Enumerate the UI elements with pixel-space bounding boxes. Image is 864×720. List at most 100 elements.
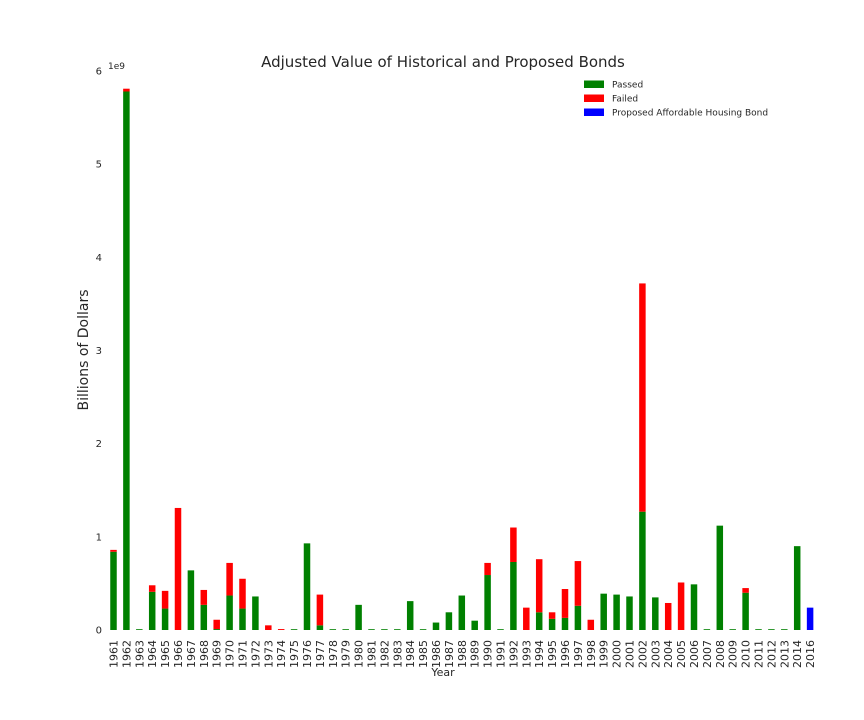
x-tick-label: 1977: [314, 640, 327, 668]
bar-passed-1997: [574, 605, 582, 630]
bar-failed-1969: [213, 619, 220, 630]
bar-failed-1965: [161, 590, 169, 609]
x-tick-label: 1973: [262, 640, 275, 668]
x-tick-label: 1998: [585, 640, 598, 668]
y-axis-offset-label: 1e9: [108, 62, 125, 72]
legend-label: Proposed Affordable Housing Bond: [612, 109, 768, 119]
x-tick-label: 2012: [765, 640, 778, 668]
x-tick-label: 1978: [327, 640, 340, 668]
x-tick-label: 1982: [378, 640, 391, 668]
x-tick-label: 1980: [353, 640, 366, 668]
x-tick-label: 1971: [237, 640, 250, 668]
bar-passed-1976: [303, 543, 311, 630]
x-tick-label: 1970: [224, 640, 237, 668]
x-tick-label: 1995: [546, 640, 559, 668]
x-tick-label: 2016: [804, 640, 817, 668]
bar-passed-1964: [148, 591, 156, 630]
y-tick-label: 2: [96, 439, 102, 450]
bar-passed-1984: [406, 601, 414, 630]
x-tick-label: 2003: [649, 640, 662, 668]
x-tick-label: 2010: [740, 640, 753, 668]
bar-passed-1994: [535, 612, 543, 630]
bar-passed-2002: [639, 511, 646, 630]
x-tick-label: 1988: [456, 640, 469, 668]
bar-passed-2008: [716, 525, 724, 630]
bar-empty-2011: [755, 629, 762, 630]
x-tick-label: 1986: [430, 640, 443, 668]
bar-empty-1975: [290, 629, 298, 630]
x-tick-label: 1990: [482, 640, 495, 668]
bar-failed-1970: [226, 562, 233, 596]
bar-passed-1965: [161, 608, 169, 630]
legend-item-proposed-affordable-housing-bond[interactable]: Proposed Affordable Housing Bond: [584, 108, 768, 119]
bar-failed-1992: [510, 527, 517, 562]
bar-passed-1990: [484, 575, 491, 630]
x-tick-label: 1962: [120, 640, 133, 668]
y-tick-label: 6: [96, 67, 102, 78]
x-tick-label: 1979: [340, 640, 353, 668]
bar-passed-1977: [316, 625, 324, 630]
bar-passed-1968: [200, 604, 208, 630]
x-tick-label: 1975: [288, 640, 301, 668]
x-tick-label: 1992: [507, 640, 520, 668]
x-tick-label: 2008: [714, 640, 727, 668]
bar-empty-2013: [781, 629, 788, 630]
legend-item-passed[interactable]: Passed: [584, 80, 643, 91]
bar-empty-1981: [368, 629, 375, 630]
bar-passed-2006: [690, 584, 698, 630]
x-tick-label: 1974: [275, 640, 288, 668]
y-tick-label: 1: [96, 532, 102, 543]
x-tick-label: 1996: [559, 640, 572, 668]
bar-failed-1990: [484, 562, 491, 576]
x-tick-label: 2009: [727, 640, 740, 668]
x-tick-label: 1968: [198, 640, 211, 668]
bar-passed-1970: [226, 595, 233, 630]
x-tick-label: 2007: [701, 640, 714, 668]
bar-failed-1968: [200, 589, 208, 605]
y-axis-label: Billions of Dollars: [76, 289, 92, 410]
x-tick-label: 1966: [172, 640, 185, 668]
bar-passed-2001: [626, 596, 633, 630]
x-tick-label: 1999: [598, 640, 611, 668]
x-tick-label: 1984: [404, 640, 417, 668]
legend-swatch: [584, 94, 604, 102]
bar-failed-1997: [574, 561, 582, 606]
bar-empty-1978: [329, 629, 337, 630]
bar-passed-2003: [652, 597, 659, 630]
y-axis-ticks: 0 1 2 3 4 5 6: [96, 67, 102, 637]
bar-passed-1986: [432, 622, 440, 630]
bar-failed-1966: [174, 507, 182, 630]
x-axis-label: Year: [430, 666, 455, 679]
bar-passed-1992: [510, 561, 517, 630]
bar-proposed-affordable-housing-bond-2016: [806, 607, 814, 630]
bar-failed-1993: [523, 607, 530, 630]
x-tick-label: 1961: [108, 640, 121, 668]
legend-item-failed[interactable]: Failed: [584, 94, 638, 105]
bar-passed-1999: [600, 593, 607, 630]
bar-passed-1996: [561, 617, 569, 630]
x-axis-ticks: 1961 1962 1963 1964 1965 1966 1967 1968 1969 1970…: [108, 640, 818, 668]
bar-failed-1998: [587, 619, 595, 630]
x-tick-label: 2000: [611, 640, 624, 668]
x-tick-label: 2002: [636, 640, 649, 668]
bar-failed-2010: [742, 588, 749, 593]
legend[interactable]: Passed Failed Proposed Affordable Housing …: [584, 80, 768, 119]
bar-passed-1987: [445, 612, 453, 630]
x-tick-label: 1965: [159, 640, 172, 668]
bar-passed-1989: [471, 620, 478, 630]
legend-label: Failed: [612, 95, 638, 105]
x-tick-label: 1987: [443, 640, 456, 668]
bar-failed-2002: [639, 283, 646, 512]
bar-passed-1962: [123, 91, 130, 630]
legend-swatch: [584, 80, 604, 88]
bar-passed-1980: [355, 604, 362, 630]
bar-empty-2007: [703, 629, 711, 630]
y-tick-label: 3: [96, 346, 102, 357]
chart-title: Adjusted Value of Historical and Propose…: [261, 53, 625, 71]
bar-passed-1971: [239, 608, 246, 630]
x-tick-label: 2011: [753, 640, 766, 668]
bar-failed-1961: [110, 549, 117, 552]
bar-passed-1967: [187, 570, 195, 630]
x-tick-label: 2014: [791, 640, 804, 668]
